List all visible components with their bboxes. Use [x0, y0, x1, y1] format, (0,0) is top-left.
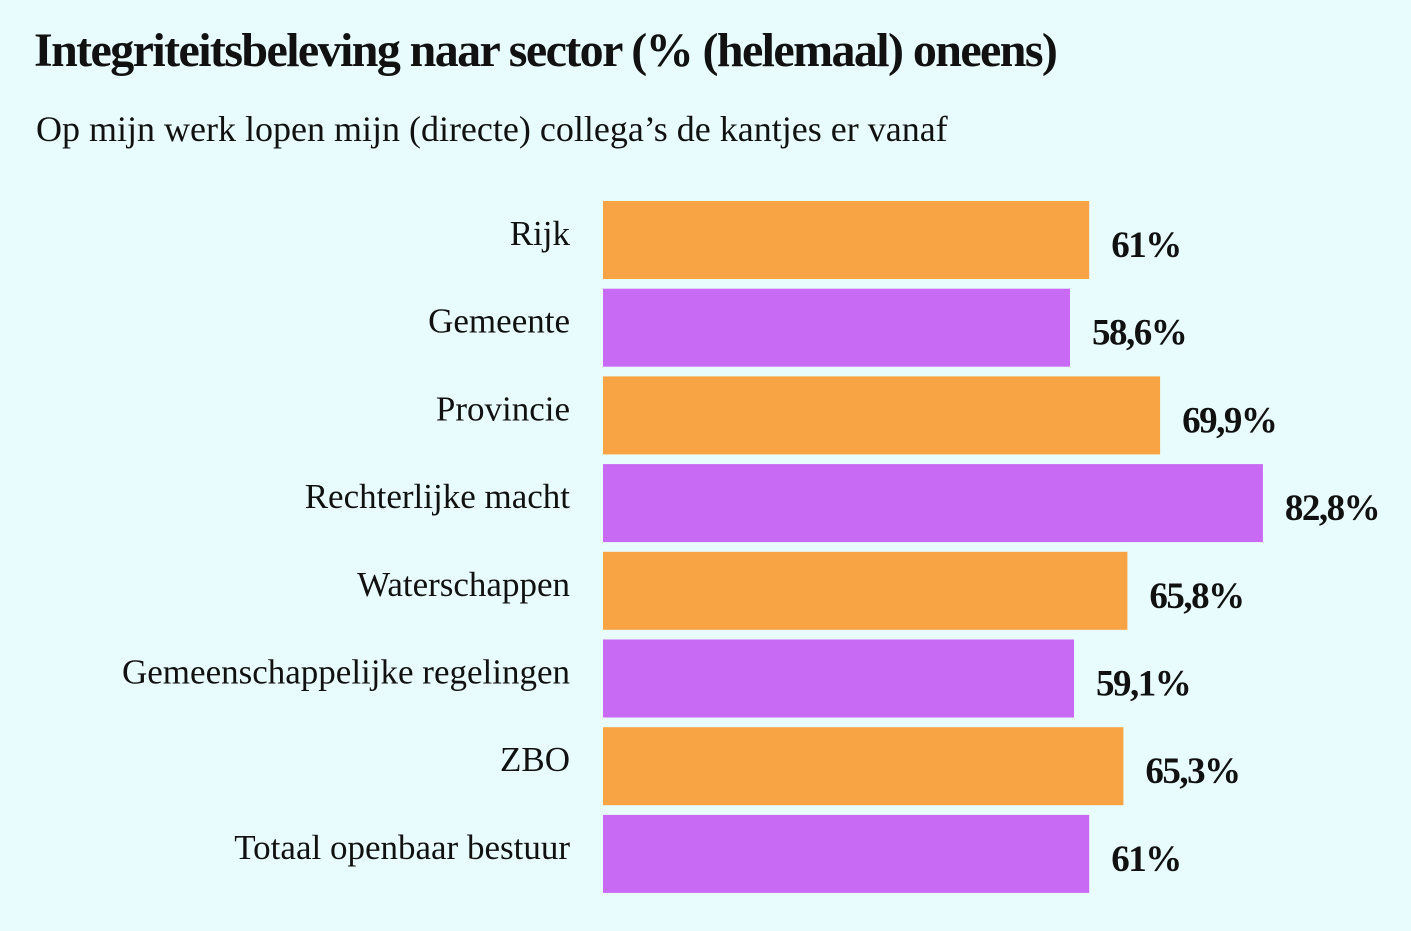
value-label-8: 61%	[1111, 839, 1181, 880]
value-label-5: 65,8%	[1149, 576, 1243, 617]
category-label-3: Provincie	[436, 389, 570, 428]
bar-4	[603, 464, 1263, 543]
value-label-4: 82,8%	[1285, 488, 1379, 529]
category-label-8: Totaal openbaar bestuur	[234, 828, 570, 867]
chart-title: Integriteitsbeleving naar sector (% (hel…	[34, 24, 1058, 77]
category-label-6: Gemeenschappelijke regelingen	[122, 653, 570, 692]
category-label-5: Waterschappen	[357, 565, 570, 604]
bar-1	[603, 201, 1090, 279]
bar-3	[603, 376, 1161, 455]
value-label-2: 58,6%	[1092, 313, 1186, 354]
value-label-1: 61%	[1111, 225, 1181, 266]
bar-2	[603, 288, 1070, 367]
chart-subtitle: Op mijn werk lopen mijn (directe) colleg…	[36, 109, 948, 149]
bar-6	[603, 639, 1074, 718]
bar-5	[603, 551, 1128, 630]
value-label-3: 69,9%	[1182, 400, 1276, 441]
category-label-7: ZBO	[500, 740, 570, 779]
bar-8	[603, 814, 1090, 893]
category-label-2: Gemeente	[428, 302, 570, 341]
category-label-4: Rechterlijke macht	[305, 477, 571, 516]
value-label-7: 65,3%	[1145, 751, 1239, 792]
category-label-1: Rijk	[510, 214, 571, 253]
value-label-6: 59,1%	[1096, 664, 1190, 705]
bar-7	[603, 727, 1124, 806]
